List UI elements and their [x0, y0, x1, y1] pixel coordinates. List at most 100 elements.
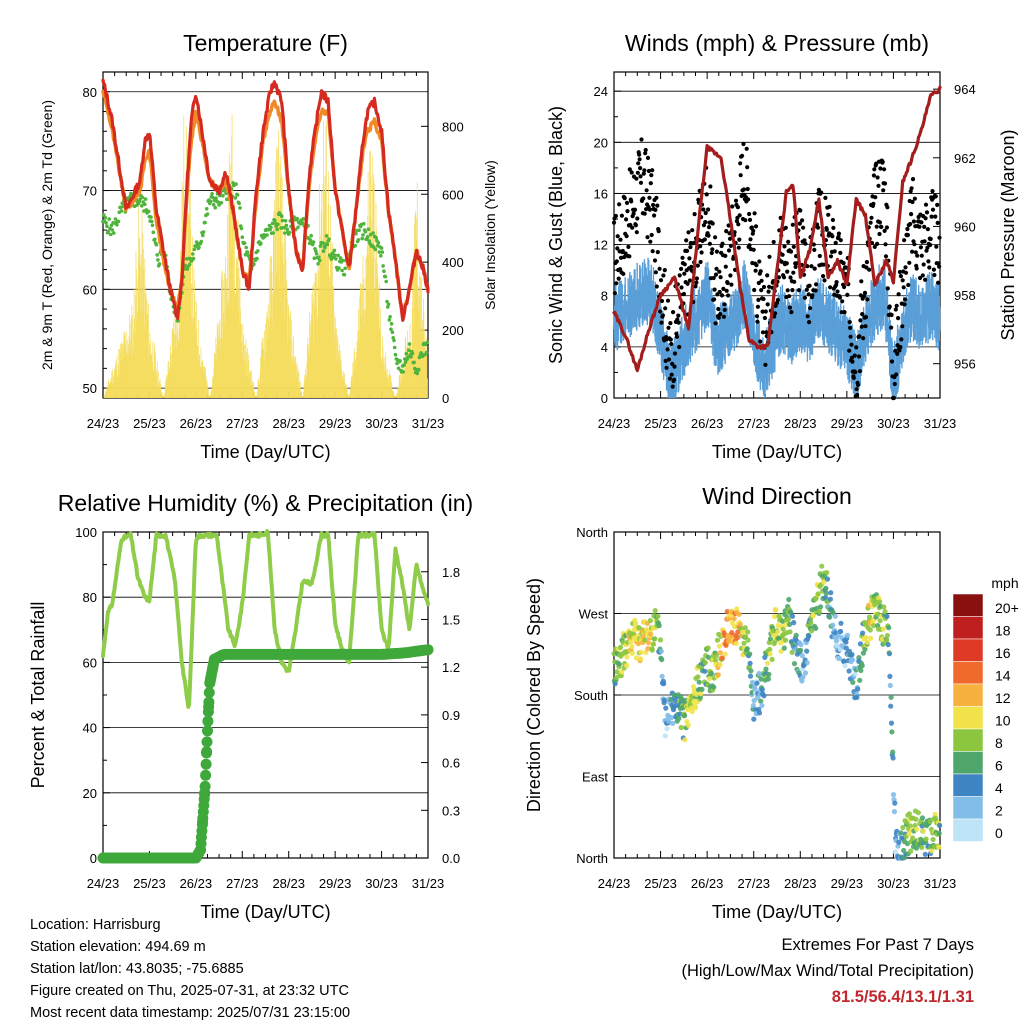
- direction-point: [758, 676, 764, 682]
- gust-point: [646, 168, 652, 174]
- gust-point: [761, 284, 767, 290]
- gust-point: [615, 246, 620, 251]
- gust-point: [629, 199, 634, 204]
- direction-point: [642, 637, 648, 643]
- direction-point: [850, 679, 856, 686]
- dewpoint-point: [424, 350, 429, 355]
- gust-point: [902, 238, 907, 243]
- gust-point: [791, 270, 796, 275]
- gust-point: [837, 295, 843, 300]
- station-elevation: Station elevation: 494.69 m: [30, 939, 206, 955]
- dewpoint-point: [415, 371, 420, 376]
- gust-point: [657, 266, 662, 271]
- direction-point: [617, 644, 624, 651]
- gust-point: [910, 177, 916, 182]
- gust-point: [613, 213, 619, 219]
- direction-point: [747, 673, 754, 679]
- temp-title: Temperature (F): [183, 30, 348, 56]
- dewpoint-point: [317, 255, 321, 259]
- gust-point: [788, 249, 794, 254]
- gust-point: [874, 224, 879, 229]
- gust-point: [849, 342, 854, 347]
- gust-point: [704, 192, 709, 197]
- direction-point: [800, 674, 806, 680]
- direction-point: [657, 637, 664, 643]
- dir-xtick-label: 25/23: [644, 876, 677, 891]
- direction-point: [763, 666, 769, 672]
- gust-point: [733, 198, 739, 203]
- gust-point: [721, 286, 726, 291]
- direction-point: [633, 621, 639, 627]
- direction-point: [698, 691, 704, 697]
- gust-point: [718, 312, 723, 317]
- gust-point: [618, 237, 623, 242]
- gust-point: [627, 167, 632, 172]
- temp-ylabel-left: 2m & 9m T (Red, Orange) & 2m Td (Green): [39, 100, 55, 370]
- direction-point: [862, 646, 868, 652]
- gust-point: [858, 293, 863, 298]
- direction-point: [827, 596, 834, 602]
- direction-point: [791, 661, 798, 667]
- gust-point: [759, 278, 764, 283]
- direction-point: [645, 646, 651, 652]
- direction-point: [913, 845, 920, 851]
- gust-point: [934, 244, 939, 249]
- dewpoint-point: [412, 360, 416, 365]
- dewpoint-point: [234, 182, 238, 186]
- direction-point: [798, 642, 804, 648]
- gust-point: [658, 309, 663, 314]
- gust-point: [910, 199, 915, 205]
- direction-point: [656, 623, 662, 629]
- gust-point: [883, 242, 888, 247]
- extremes-subtitle: (High/Low/Max Wind/Total Precipitation): [681, 962, 974, 980]
- gust-point: [749, 225, 755, 230]
- gust-point: [896, 316, 901, 321]
- gust-point: [896, 292, 901, 297]
- gust-point: [875, 241, 880, 246]
- gust-point: [653, 270, 659, 275]
- temp-ytick-label: 70: [83, 184, 97, 199]
- gust-point: [826, 212, 831, 217]
- direction-point: [908, 848, 914, 854]
- gust-point: [838, 250, 843, 255]
- gust-point: [687, 278, 693, 283]
- gust-point: [615, 234, 620, 239]
- gust-point: [637, 157, 642, 162]
- rh-ytick-label: 80: [83, 590, 97, 605]
- gust-point: [632, 207, 638, 212]
- gust-point: [782, 244, 787, 249]
- dewpoint-point: [338, 256, 343, 260]
- direction-point: [650, 641, 657, 647]
- gust-point: [706, 207, 711, 212]
- gust-point: [718, 275, 723, 280]
- gust-point: [624, 200, 630, 205]
- gust-point: [755, 304, 761, 309]
- dewpoint-point: [301, 217, 306, 221]
- rh-ytick-label: 0: [90, 851, 97, 866]
- dewpoint-point: [273, 218, 277, 223]
- gust-point: [915, 253, 920, 258]
- colorbar-swatch: [952, 706, 984, 730]
- direction-point: [789, 613, 796, 619]
- dewpoint-point: [284, 223, 289, 228]
- dewpoint-point: [324, 234, 329, 238]
- gust-point: [930, 189, 935, 194]
- rh-y2tick-label: 1.2: [442, 660, 460, 675]
- precip-point: [200, 769, 212, 781]
- gust-point: [721, 314, 727, 319]
- dewpoint-point: [296, 225, 300, 230]
- gust-point: [652, 258, 658, 263]
- gust-point: [672, 364, 677, 369]
- gust-point: [812, 266, 817, 271]
- gust-point: [622, 255, 627, 260]
- gust-point: [656, 229, 661, 234]
- gust-point: [900, 278, 905, 283]
- dewpoint-point: [214, 196, 218, 200]
- direction-point: [823, 590, 829, 596]
- gust-point: [812, 247, 817, 252]
- direction-point: [833, 630, 839, 636]
- rh-xtick-label: 26/23: [180, 876, 213, 891]
- gust-point: [679, 285, 684, 290]
- dewpoint-point: [156, 258, 160, 262]
- wind-ytick-label: 0: [601, 391, 608, 406]
